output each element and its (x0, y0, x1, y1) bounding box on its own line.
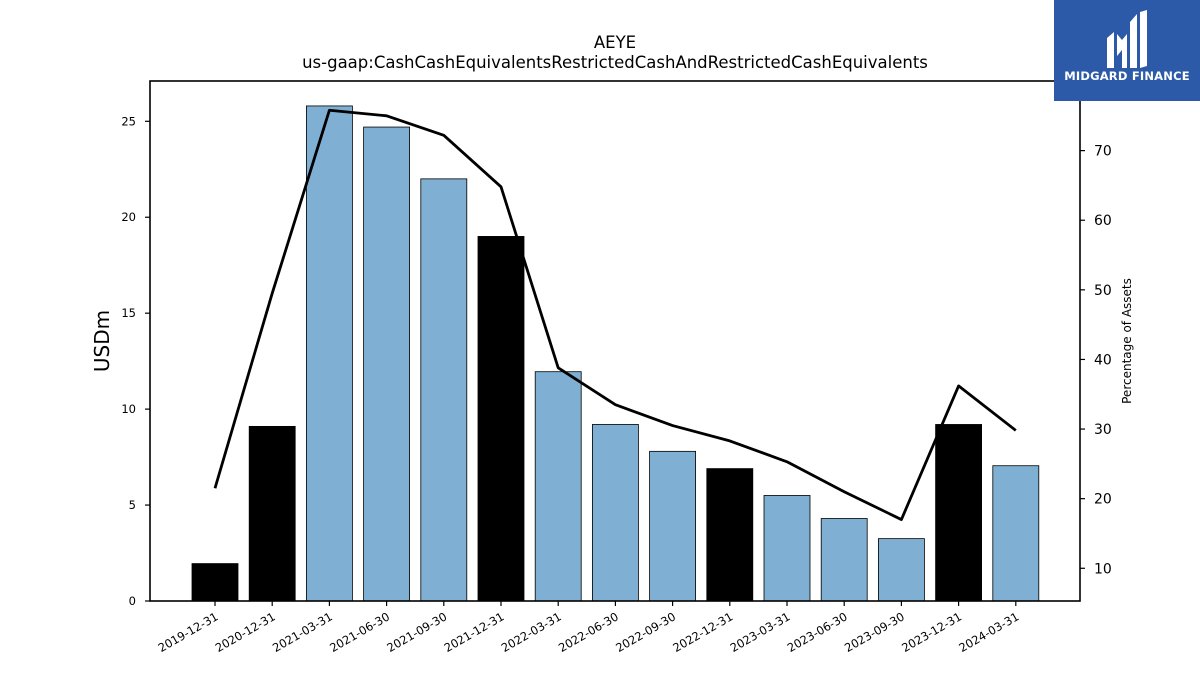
x-tick-label: 2022-03-31 (499, 609, 564, 655)
bar (534, 371, 582, 602)
y2-tick-label: 70 (1094, 144, 1112, 160)
x-tick-label: 2024-03-31 (956, 609, 1021, 655)
bars-layer (191, 105, 1040, 602)
x-tick-label: 2021-09-30 (384, 609, 449, 655)
x-tick-label: 2023-12-31 (899, 609, 964, 655)
x-tick-label: 2022-12-31 (670, 609, 735, 655)
brand-logo: MIDGARD FINANCE (1054, 0, 1200, 101)
y-tick-label: 0 (129, 594, 136, 608)
chart-subtitle: us-gaap:CashCashEquivalentsRestrictedCas… (302, 53, 928, 72)
x-tick-label: 2021-03-31 (270, 609, 335, 655)
bar (363, 126, 411, 602)
x-tick-label: 2022-06-30 (556, 609, 621, 655)
line-layer (213, 108, 1017, 521)
x-tick-label: 2023-09-30 (842, 609, 907, 655)
bar (420, 178, 468, 602)
x-tick-label: 2020-12-31 (213, 609, 278, 655)
bar (477, 236, 525, 602)
bar (191, 563, 239, 602)
bar (763, 495, 811, 602)
brand-name: MIDGARD FINANCE (1064, 69, 1190, 83)
x-tick-label: 2021-12-31 (442, 609, 507, 655)
chart-title: AEYE (594, 33, 636, 52)
y-tick-label: 20 (121, 210, 136, 224)
bar (248, 425, 296, 602)
x-tick-label: 2019-12-31 (156, 609, 221, 655)
midgard-logo-icon (1107, 10, 1147, 68)
bar (878, 538, 925, 602)
x-tick-label: 2021-06-30 (327, 609, 392, 655)
x-tick-label: 2023-06-30 (785, 609, 850, 655)
y-axis-label: USDm (90, 310, 114, 372)
y-tick-label: 5 (129, 498, 136, 512)
bar (706, 468, 754, 602)
bar (820, 518, 868, 602)
y2-axis-label: Percentage of Assets (1120, 278, 1134, 404)
y2-tick-label: 40 (1094, 352, 1112, 368)
y2-tick-label: 50 (1094, 283, 1112, 299)
bar (305, 105, 353, 602)
y2-tick-label: 20 (1094, 492, 1112, 508)
y2-tick-label: 10 (1094, 561, 1112, 577)
bar (992, 465, 1040, 602)
y-tick-label: 10 (121, 402, 136, 416)
y-tick-label: 25 (121, 114, 136, 128)
x-tick-label: 2023-03-31 (728, 609, 793, 655)
x-tick-label: 2022-09-30 (613, 609, 678, 655)
bar (935, 424, 982, 602)
y2-tick-label: 60 (1094, 213, 1112, 229)
y2-tick-label: 30 (1094, 422, 1112, 438)
bar (592, 424, 639, 602)
percentage-line (213, 108, 1017, 521)
bar (649, 450, 696, 602)
y-tick-label: 15 (121, 306, 136, 320)
